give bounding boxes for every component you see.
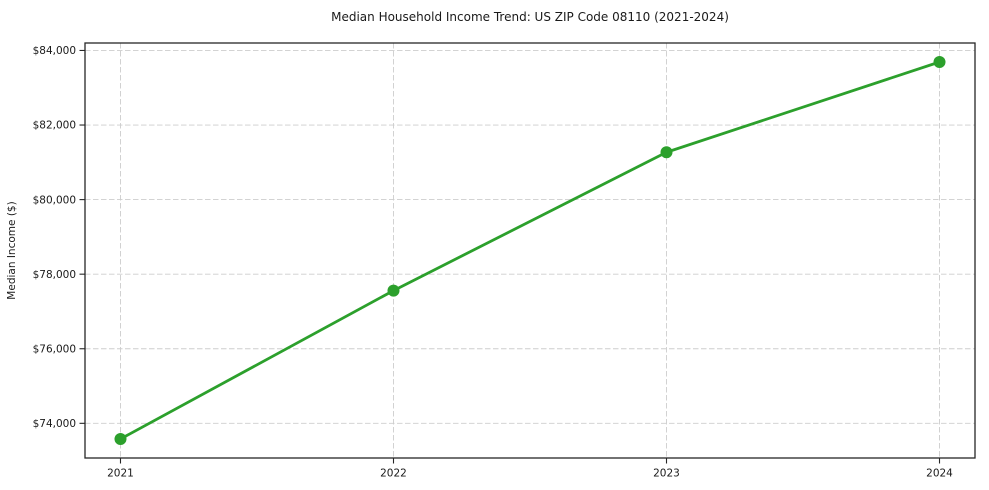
y-axis-label: Median Income ($) [6, 201, 18, 299]
data-point-marker [114, 432, 127, 445]
y-tick-label: $80,000 [33, 194, 76, 206]
y-tick-label: $78,000 [33, 269, 76, 281]
data-point-marker [660, 146, 673, 159]
x-tick-label: 2022 [380, 468, 407, 480]
y-tick-label: $76,000 [33, 343, 76, 355]
y-tick-label: $82,000 [33, 120, 76, 132]
data-point-marker [387, 284, 400, 297]
y-tick-label: $74,000 [33, 418, 76, 430]
x-tick-label: 2021 [107, 468, 134, 480]
plot-area: $74,000 $76,000 $78,000 $80,000 $82,000 $84,0… [33, 42, 976, 480]
data-point-marker [933, 56, 946, 69]
chart-title: Median Household Income Trend: US ZIP Co… [331, 10, 729, 24]
y-tick-label: $84,000 [33, 45, 76, 57]
income-trend-line [119, 60, 941, 441]
plot-border [84, 42, 976, 459]
x-tick-label: 2024 [926, 468, 953, 480]
x-tick-label: 2023 [653, 468, 680, 480]
